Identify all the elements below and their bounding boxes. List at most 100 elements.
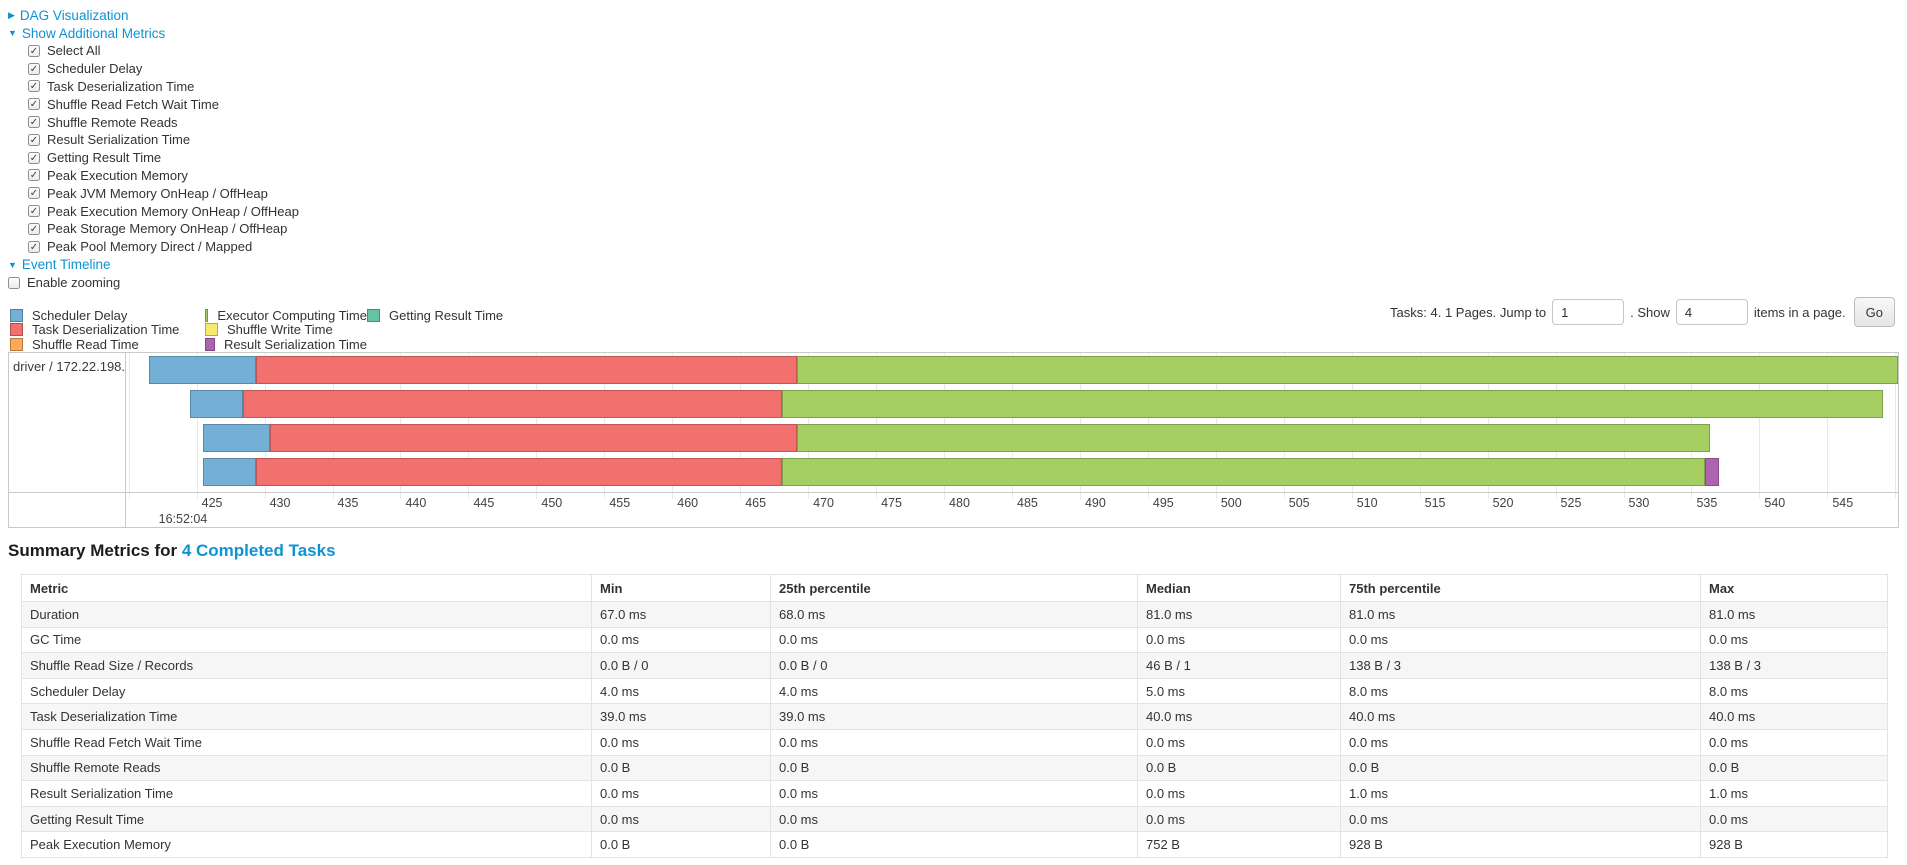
- legend-item: Executor Computing Time: [205, 308, 367, 323]
- axis-tick-mark: [264, 493, 266, 499]
- summary-heading-prefix: Summary Metrics for: [8, 541, 182, 560]
- gridline: [264, 353, 266, 492]
- checkbox-icon[interactable]: ✓: [28, 62, 40, 75]
- axis-tick-mark: [468, 493, 470, 499]
- axis-tick-mark: [1691, 493, 1693, 499]
- gridline: [1147, 353, 1149, 492]
- task_deserialization-swatch-icon: [10, 323, 23, 337]
- task-segment-executor_computing[interactable]: [797, 424, 1711, 452]
- metric-value-cell: 5.0 ms: [1137, 677, 1341, 705]
- metric-value-cell: 1.0 ms: [1340, 780, 1701, 807]
- checkbox-icon[interactable]: ✓: [28, 222, 40, 235]
- table-row: Shuffle Read Fetch Wait Time 0.0 ms 0.0 ms…: [21, 728, 1888, 756]
- metric-checkbox-row: ✓ Task Deserialization Time: [28, 78, 299, 96]
- completed-tasks-link: 4 Completed Tasks: [181, 541, 336, 560]
- metric-value-cell: 0.0 ms: [591, 626, 771, 654]
- task-segment-result_serialization[interactable]: [1705, 458, 1719, 486]
- legend-item-label: Scheduler Delay: [32, 307, 128, 323]
- axis-tick-mark: [1079, 493, 1081, 499]
- metric-value-cell: 8.0 ms: [1700, 677, 1888, 705]
- task-segment-task_deserialization[interactable]: [270, 424, 798, 452]
- task-segment-task_deserialization[interactable]: [256, 356, 798, 384]
- gridline: [332, 353, 334, 492]
- checkbox-icon[interactable]: ✓: [28, 151, 40, 164]
- table-header-cell: 25th percentile: [770, 574, 1138, 602]
- checkbox-icon[interactable]: ✓: [28, 80, 40, 93]
- chevron-down-icon: ▼: [8, 28, 17, 38]
- timeline-group-column: driver / 172.22.198.104: [9, 353, 126, 527]
- metric-value-cell: 0.0 ms: [591, 780, 771, 807]
- checkbox-label: Shuffle Read Fetch Wait Time: [47, 96, 219, 112]
- jump-to-page-input[interactable]: [1552, 299, 1625, 325]
- metric-value-cell: 1.0 ms: [1700, 780, 1888, 807]
- checkbox-icon[interactable]: ✓: [28, 116, 40, 129]
- task-segment-executor_computing[interactable]: [782, 458, 1706, 486]
- axis-tick-mark: [672, 493, 674, 499]
- checkbox-label: Peak Pool Memory Direct / Mapped: [47, 239, 253, 255]
- axis-tick-label: 545: [1832, 496, 1854, 510]
- task-segment-scheduler_delay[interactable]: [149, 356, 257, 384]
- axis-tick-label: 505: [1288, 496, 1310, 510]
- legend-item-label: Executor Computing Time: [217, 307, 367, 323]
- metric-name-cell: Duration: [21, 601, 592, 628]
- checkbox-label: Peak JVM Memory OnHeap / OffHeap: [47, 185, 268, 201]
- pagination-prefix-text: Tasks: 4. 1 Pages. Jump to: [1390, 304, 1547, 320]
- checkbox-icon[interactable]: ✓: [28, 169, 40, 182]
- metric-value-cell: 0.0 ms: [1137, 805, 1341, 833]
- gridline: [1419, 353, 1421, 492]
- task-segment-task_deserialization[interactable]: [256, 458, 783, 486]
- gridline: [1283, 353, 1285, 492]
- task-row: [126, 458, 1898, 486]
- task-row: [126, 424, 1898, 452]
- table-row: Shuffle Remote Reads 0.0 B 0.0 B 0.0 B 0.0 B…: [21, 754, 1888, 782]
- gridline: [876, 353, 878, 492]
- checkbox-label: Peak Execution Memory: [47, 167, 188, 183]
- items-per-page-input[interactable]: [1675, 299, 1748, 325]
- axis-tick-mark: [604, 493, 606, 499]
- task-segment-task_deserialization[interactable]: [242, 390, 783, 418]
- checkbox-label: Task Deserialization Time: [47, 78, 195, 94]
- metric-name-cell: Peak Execution Memory: [21, 831, 592, 858]
- legend-item: Shuffle Read Time: [10, 337, 205, 352]
- axis-tick-mark: [944, 493, 946, 499]
- gridline: [1555, 353, 1557, 492]
- gridline: [672, 353, 674, 492]
- show-additional-metrics-toggle[interactable]: ▼ Show Additional Metrics: [8, 24, 299, 42]
- metric-value-cell: 4.0 ms: [591, 677, 771, 705]
- checkbox-icon[interactable]: ✓: [28, 44, 40, 57]
- axis-tick-label: 510: [1356, 496, 1378, 510]
- event-timeline-label: Event Timeline: [21, 257, 111, 273]
- task-segment-scheduler_delay[interactable]: [203, 424, 271, 452]
- checkbox-label: Peak Execution Memory OnHeap / OffHeap: [47, 203, 299, 219]
- checkbox-icon[interactable]: ✓: [28, 133, 40, 146]
- task-segment-scheduler_delay[interactable]: [189, 390, 243, 418]
- checkbox-icon[interactable]: ✓: [28, 205, 40, 218]
- top-controls: ▶ DAG Visualization ▼ Show Additional Me…: [8, 6, 299, 292]
- metric-value-cell: 0.0 B: [1700, 754, 1888, 782]
- task-segment-executor_computing[interactable]: [797, 356, 1898, 384]
- task-segment-executor_computing[interactable]: [782, 390, 1884, 418]
- executor_computing-swatch-icon: [205, 308, 209, 322]
- task-row: [126, 356, 1898, 384]
- checkbox-icon[interactable]: ✓: [28, 240, 40, 253]
- metric-checkbox-row: ✓ Getting Result Time: [28, 149, 299, 167]
- metric-value-cell: 0.0 B: [591, 831, 771, 858]
- metric-value-cell: 4.0 ms: [770, 677, 1138, 705]
- enable-zooming-checkbox[interactable]: [8, 276, 20, 289]
- summary-metrics-table: Metric Min 25th percentile Median 75th perce…: [21, 574, 1888, 858]
- checkbox-label: Shuffle Remote Reads: [47, 114, 178, 130]
- metric-value-cell: 0.0 ms: [770, 805, 1138, 833]
- gridline: [1759, 353, 1761, 492]
- gridline: [1487, 353, 1489, 492]
- checkbox-icon[interactable]: ✓: [28, 187, 40, 200]
- go-button[interactable]: Go: [1853, 297, 1895, 327]
- axis-tick-label: 530: [1628, 496, 1650, 510]
- task-segment-scheduler_delay[interactable]: [203, 458, 257, 486]
- event-timeline-toggle[interactable]: ▼ Event Timeline: [8, 256, 299, 274]
- checkbox-icon[interactable]: ✓: [28, 98, 40, 111]
- metric-value-cell: 138 B / 3: [1340, 652, 1701, 679]
- metric-value-cell: 81.0 ms: [1340, 601, 1701, 628]
- metric-checkbox-row: ✓ Peak Execution Memory OnHeap / OffHeap: [28, 202, 299, 220]
- shuffle_write-swatch-icon: [205, 323, 218, 337]
- dag-visualization-toggle[interactable]: ▶ DAG Visualization: [8, 6, 299, 24]
